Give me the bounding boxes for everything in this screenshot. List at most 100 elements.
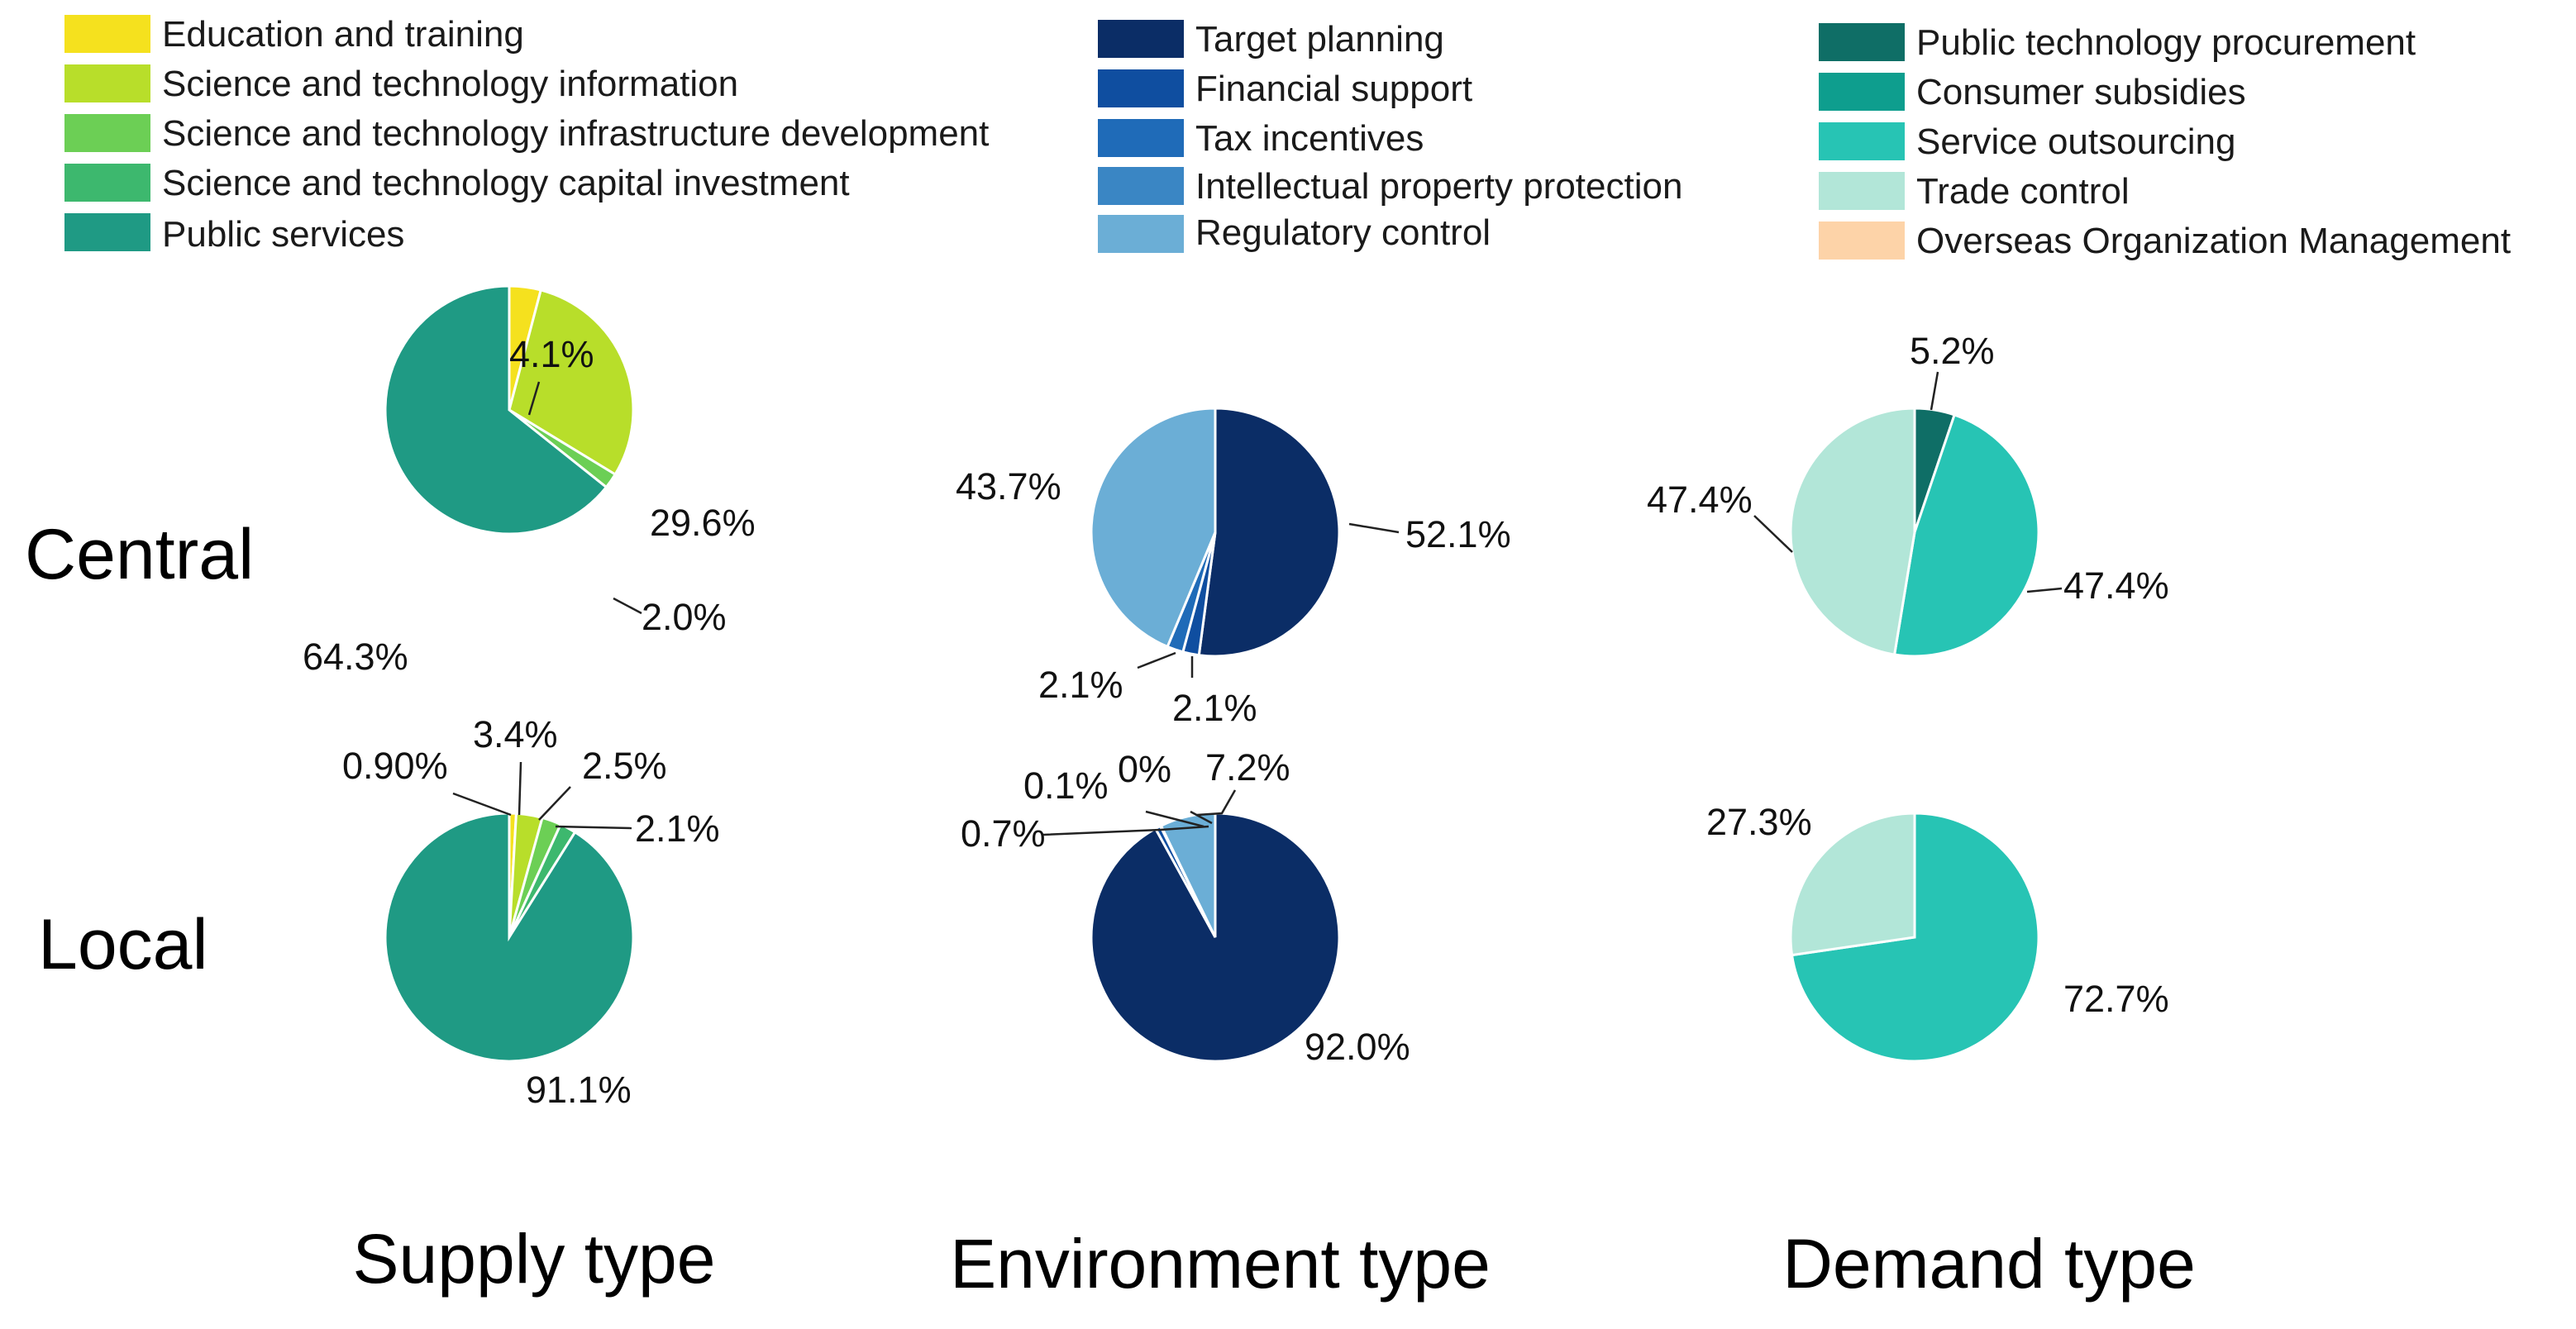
legend-swatch-st-capital (64, 164, 150, 202)
pie-labels-supply-local: 0.90% 3.4% 2.5% 2.1% 91.1% (342, 713, 720, 1111)
legend-item-regulatory-control: Regulatory control (1098, 212, 1491, 253)
legend-label-regulatory-control: Regulatory control (1195, 212, 1491, 253)
legend-label-consumer-subsidies: Consumer subsidies (1916, 72, 2246, 112)
legend-label-st-capital: Science and technology capital investmen… (162, 163, 850, 203)
legend-item-st-infra: Science and technology infrastructure de… (64, 113, 989, 154)
legend-item-financial-support: Financial support (1098, 69, 1472, 109)
pie-label-trade-control-local: 27.3% (1706, 801, 1812, 843)
pie-label-tax-incentives: 2.1% (1172, 687, 1257, 729)
legend-label-st-info: Science and technology information (162, 64, 738, 104)
legend-label-tax-incentives: Tax incentives (1195, 118, 1424, 159)
pie-label-ip-protection-local: 0% (1118, 748, 1171, 790)
legend-label-financial-support: Financial support (1195, 69, 1472, 109)
row-label-central: Central (25, 515, 254, 594)
legend-label-education: Education and training (162, 14, 524, 55)
leader-line-financial-support-local (1042, 825, 1209, 836)
legend-label-trade-control: Trade control (1916, 171, 2130, 212)
legend-item-ip-protection: Intellectual property protection (1098, 166, 1682, 207)
pie-label-service-outsourcing-local: 72.7% (2063, 978, 2169, 1020)
legend-label-target-planning: Target planning (1195, 19, 1444, 60)
pie-label-financial-support: 2.1% (1038, 664, 1123, 706)
legend-swatch-trade-control (1819, 172, 1905, 210)
pie-slice-public-services (384, 284, 608, 536)
column-label-environment: Environment type (950, 1225, 1491, 1303)
legend-swatch-regulatory-control (1098, 215, 1184, 253)
legend-swatch-ip-protection (1098, 167, 1184, 205)
leader-line-st-infra (613, 597, 642, 615)
pie-label-education: 4.1% (509, 333, 594, 375)
pie-slice-trade-control (1789, 407, 1916, 656)
legend-item-trade-control: Trade control (1819, 171, 2130, 212)
leader-line-public-procurement (1930, 371, 1939, 411)
pie-slice-service-outsourcing (1892, 413, 2040, 658)
pie-label-trade-control: 47.4% (1647, 479, 1753, 521)
pie-label-target-planning-local: 92.0% (1305, 1026, 1410, 1068)
legend-demand: Public technology procurement Consumer s… (1819, 22, 2511, 261)
leader-line-target-planning-local (1145, 810, 1205, 828)
legend-item-st-capital: Science and technology capital investmen… (64, 163, 850, 203)
legend-supply: Education and training Science and techn… (64, 14, 989, 255)
legend-label-service-outsourcing: Service outsourcing (1916, 121, 2235, 162)
pie-label-public-services: 64.3% (303, 636, 408, 678)
legend-item-public-procurement: Public technology procurement (1819, 22, 2416, 63)
pie-label-st-capital-local: 2.1% (635, 807, 720, 850)
legend-swatch-target-planning (1098, 20, 1184, 58)
leader-line-service-outsourcing (2026, 587, 2063, 593)
legend-swatch-public-procurement (1819, 23, 1905, 61)
legend-item-service-outsourcing: Service outsourcing (1819, 121, 2235, 162)
pie-supply-local: 0.90% 3.4% 2.5% 2.1% 91.1% (342, 713, 720, 1111)
legend-label-overseas-org: Overseas Organization Management (1916, 221, 2511, 261)
leader-line-target-planning (1348, 522, 1400, 534)
pie-label-regulatory-control-local: 7.2% (1205, 746, 1290, 788)
pie-label-st-info-local: 3.4% (473, 713, 558, 755)
column-label-supply: Supply type (353, 1220, 716, 1298)
pie-label-tax-incentives-local: 0.1% (1023, 765, 1109, 807)
legend-item-tax-incentives: Tax incentives (1098, 118, 1424, 159)
pie-label-regulatory-control: 43.7% (956, 465, 1061, 507)
pie-labels-environment-local: 0.7% 0.1% 0% 7.2% 92.0% (961, 746, 1410, 1068)
legend-swatch-st-info (64, 64, 150, 102)
legend-item-st-info: Science and technology information (64, 64, 738, 104)
leader-line-st-capital-local (555, 825, 632, 830)
pie-label-public-services-local: 91.1% (526, 1069, 632, 1111)
legend-swatch-education (64, 15, 150, 53)
leader-line-tax-incentives-local (1190, 810, 1213, 825)
pie-label-service-outsourcing: 47.4% (2063, 564, 2169, 607)
pie-label-target-planning: 52.1% (1405, 513, 1511, 555)
pie-slice-regulatory-control (1090, 407, 1217, 649)
pie-label-st-infra-local: 2.5% (582, 745, 667, 787)
legend-label-public-services: Public services (162, 214, 404, 255)
leader-line-education (527, 381, 541, 416)
pie-labels-environment-central: 52.1% 2.1% 2.1% 43.7% (956, 465, 1511, 729)
legend-swatch-consumer-subsidies (1819, 73, 1905, 111)
legend-item-education: Education and training (64, 14, 524, 55)
pie-slice-trade-control (1789, 812, 1916, 957)
legend-label-ip-protection: Intellectual property protection (1195, 166, 1682, 207)
pie-slice-public-services (384, 812, 635, 1063)
legend-swatch-overseas-org (1819, 222, 1905, 260)
pie-label-public-procurement: 5.2% (1910, 330, 1995, 372)
legend-swatch-public-services (64, 213, 150, 251)
legend-label-public-procurement: Public technology procurement (1916, 22, 2416, 63)
pie-label-st-infra: 2.0% (642, 596, 727, 638)
pie-environment-local: 0.7% 0.1% 0% 7.2% 92.0% (961, 746, 1410, 1068)
leader-line-st-info-local (518, 761, 522, 816)
leader-line-st-infra-local (538, 786, 571, 821)
pie-label-education-local: 0.90% (342, 745, 448, 787)
pie-demand-central: 5.2% 47.4% 47.4% (1647, 330, 2169, 658)
pie-environment-central: 52.1% 2.1% 2.1% 43.7% (956, 407, 1511, 729)
legend-swatch-service-outsourcing (1819, 122, 1905, 160)
leader-line-regulatory-control-local (1196, 789, 1237, 817)
pie-label-st-info: 29.6% (650, 502, 756, 544)
pie-slice-target-planning (1197, 407, 1341, 658)
pie-labels-demand-central: 5.2% 47.4% 47.4% (1647, 330, 2169, 607)
legend-label-st-infra: Science and technology infrastructure de… (162, 113, 989, 154)
pie-labels-demand-local: 27.3% 72.7% (1706, 801, 2169, 1020)
legend-item-public-services: Public services (64, 213, 404, 255)
row-label-local: Local (38, 905, 208, 984)
legend-item-consumer-subsidies: Consumer subsidies (1819, 72, 2246, 112)
leader-line-education-local (452, 792, 512, 817)
column-label-demand: Demand type (1782, 1225, 2196, 1303)
legend-environment: Target planning Financial support Tax in… (1098, 19, 1682, 253)
